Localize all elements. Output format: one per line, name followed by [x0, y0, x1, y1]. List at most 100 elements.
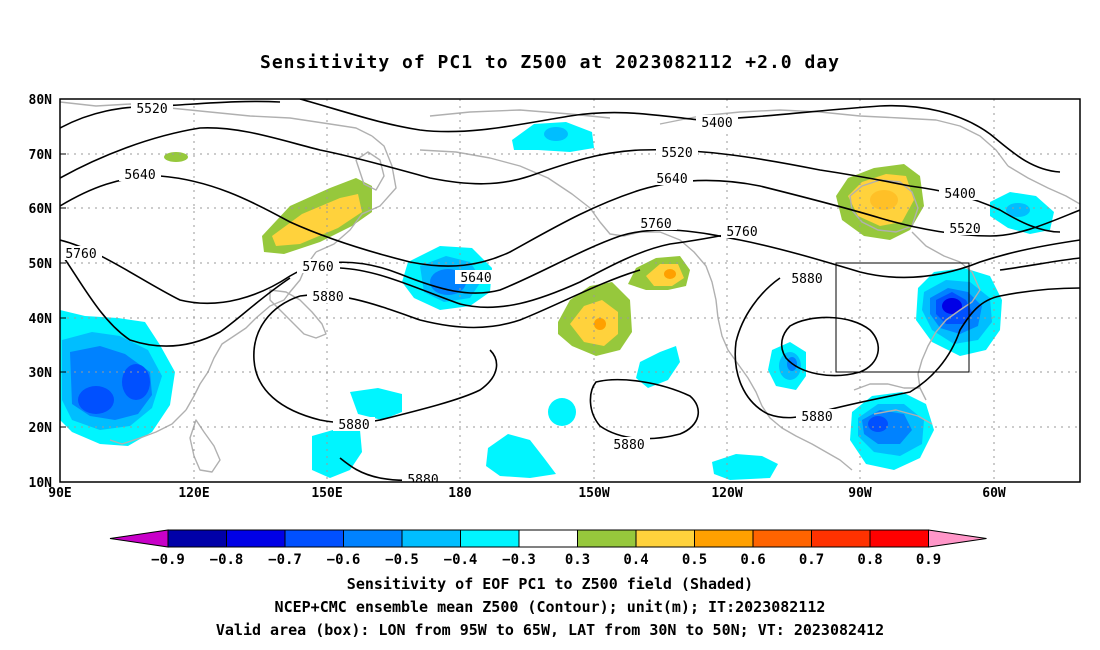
- contour-label: 5760: [65, 247, 96, 262]
- colorbar-tick-label: 0.3: [565, 552, 590, 568]
- coast-east-asia: [185, 251, 317, 411]
- contour-5760-atlantic: [999, 257, 1080, 271]
- contour-5880-north: [299, 269, 641, 329]
- lon-label: 150W: [578, 486, 609, 501]
- lon-label: 120W: [711, 486, 742, 501]
- contour-label: 5520: [136, 102, 167, 117]
- contour-label: 5880: [312, 290, 343, 305]
- colorbar-swatch: [460, 529, 520, 548]
- contour-label: 5760: [640, 217, 671, 232]
- colorbar-tick-label: −0.4: [444, 552, 478, 568]
- colorbar-swatch: [226, 529, 286, 548]
- lon-label: 150E: [311, 486, 342, 501]
- contour-label: 5880: [613, 438, 644, 453]
- negative-sensitivity-pacific-central: [486, 434, 556, 478]
- negative-sensitivity-arctic-core: [544, 127, 568, 141]
- negative-sensitivity-north-atlantic: [990, 192, 1054, 234]
- coast-japan: [269, 289, 327, 339]
- caption-line-1: Sensitivity of EOF PC1 to Z500 field (Sh…: [347, 575, 753, 593]
- contour-5760-west-lower: [60, 251, 291, 347]
- contour-label: 5520: [661, 146, 692, 161]
- caption-line-3: Valid area (box): LON from 95W to 65W, L…: [216, 621, 884, 639]
- contour-label: 5400: [701, 116, 732, 131]
- caption-line-2: NCEP+CMC ensemble mean Z500 (Contour); u…: [275, 598, 826, 616]
- contour-label: 5760: [726, 225, 757, 240]
- colorbar-swatch: [694, 529, 754, 548]
- lat-label: 10N: [29, 476, 53, 491]
- contour-label: 5760: [302, 260, 333, 275]
- colorbar-tick-label: −0.9: [151, 552, 185, 568]
- lat-label: 80N: [29, 93, 53, 108]
- lat-label: 30N: [29, 366, 53, 381]
- map-title: Sensitivity of PC1 to Z500 at 2023082112…: [260, 52, 840, 73]
- lat-label: 70N: [29, 148, 53, 163]
- coast-greenland: [1007, 165, 1080, 205]
- coast-canadian-arctic: [659, 109, 1009, 167]
- negative-sensitivity-north-pacific: [402, 246, 492, 310]
- colorbar-swatch: [401, 529, 461, 548]
- coast-west-north-america: [717, 317, 853, 471]
- colorbar-tick-label: −0.8: [210, 552, 244, 568]
- positive-sensitivity-siberia-small: [164, 152, 188, 162]
- coast-sakhalin: [355, 151, 385, 191]
- negative-sensitivity-pacific-west-2: [350, 388, 402, 420]
- colorbar-swatch: [518, 529, 578, 548]
- colorbar-swatch: [577, 529, 637, 548]
- positive-sensitivity-pacific-central: [558, 282, 632, 356]
- latitude-axis: 80N 70N 60N 50N 40N 30N 20N 10N: [29, 93, 66, 491]
- coast-siberia-arctic: [60, 101, 373, 137]
- colorbar-swatch: [284, 529, 344, 548]
- shaded-sensitivity: [60, 122, 1054, 480]
- colorbar-tick-label: 0.7: [799, 552, 824, 568]
- colorbar-arrow-low: [109, 529, 169, 548]
- lat-label: 40N: [29, 312, 53, 327]
- lon-label: 120E: [178, 486, 209, 501]
- contour-5880-north-america: [734, 277, 1080, 419]
- colorbar-tick-label: 0.5: [682, 552, 707, 568]
- coastlines: [60, 101, 1080, 473]
- colorbar-tick-label: 0.4: [623, 552, 648, 568]
- contour-5640: [60, 175, 1080, 267]
- lat-label: 60N: [29, 202, 53, 217]
- positive-sensitivity-gulf-of-alaska: [628, 256, 690, 290]
- coast-gulf-of-mexico: [853, 383, 920, 391]
- coast-kamchatka: [315, 135, 397, 253]
- colorbar-tick-label: −0.6: [327, 552, 361, 568]
- lon-label: 60W: [982, 486, 1006, 501]
- contour-label: 5520: [949, 222, 980, 237]
- contour-labels: 5520 5400 5520 5640 5640 5400 5520 5760 …: [60, 101, 986, 488]
- colorbar-swatch: [343, 529, 403, 548]
- coast-south-china: [109, 409, 187, 445]
- contour-label: 5880: [338, 418, 369, 433]
- negative-sensitivity-mexico-coast: [712, 454, 778, 480]
- valid-area-box: [835, 262, 970, 373]
- map-panel: 5520 5400 5520 5640 5640 5400 5520 5760 …: [60, 99, 1080, 488]
- contour-label: 5880: [407, 473, 438, 488]
- lon-label: 90W: [848, 486, 872, 501]
- lon-label: 90E: [48, 486, 71, 501]
- colorbar-tick-label: 0.9: [916, 552, 941, 568]
- colorbar-swatch: [811, 529, 871, 548]
- coast-alaska: [419, 149, 719, 319]
- longitude-axis: 90E 120E 150E 180 150W 120W 90W 60W: [48, 486, 1006, 501]
- contour-label: 5640: [656, 172, 687, 187]
- lat-label: 20N: [29, 421, 53, 436]
- coast-us-east: [911, 231, 981, 401]
- negative-sensitivity-pacific-small: [548, 398, 576, 426]
- contour-label: 5880: [791, 272, 822, 287]
- colorbar-swatch: [635, 529, 695, 548]
- colorbar-swatch: [869, 529, 929, 548]
- contour-label: 5640: [124, 168, 155, 183]
- contour-5880-pacific-high: [589, 378, 700, 440]
- positive-sensitivity-northwest-pacific: [262, 178, 372, 254]
- contour-5640-lower: [339, 231, 741, 309]
- colorbar-tick-label: −0.5: [385, 552, 419, 568]
- coast-philippines: [189, 419, 221, 473]
- graticule: [60, 99, 1080, 482]
- z500-contours: [60, 99, 1080, 482]
- lat-label: 50N: [29, 257, 53, 272]
- colorbar-tick-label: 0.6: [740, 552, 765, 568]
- contour-label: 5400: [944, 187, 975, 202]
- colorbar-tick-label: 0.8: [857, 552, 882, 568]
